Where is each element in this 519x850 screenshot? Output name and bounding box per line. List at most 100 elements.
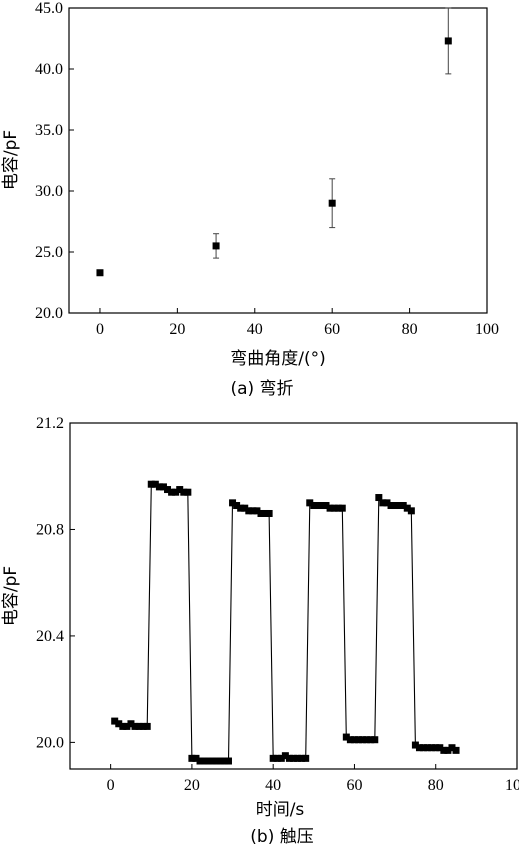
chart-b-marks — [111, 480, 460, 765]
y-tick-label: 40.0 — [35, 61, 63, 78]
data-point — [139, 722, 147, 730]
y-tick-label: 21.2 — [36, 415, 64, 432]
data-point — [420, 744, 428, 752]
data-point — [444, 746, 452, 754]
x-tick-label: 40 — [265, 777, 281, 794]
data-point — [383, 499, 391, 507]
chart-a-marks — [96, 7, 452, 277]
data-point — [371, 736, 379, 744]
data-point — [411, 741, 419, 749]
data-point — [164, 486, 172, 494]
chart-a: 0 20 40 60 80 100 20.0 25.0 30.0 35.0 40.0 45.0 弯曲角… — [1, 0, 499, 399]
y-tick-label: 20.0 — [35, 305, 63, 322]
data-point — [407, 507, 415, 515]
data-point — [281, 752, 289, 760]
data-point — [285, 754, 293, 762]
data-point — [294, 754, 302, 762]
data-point — [367, 736, 375, 744]
data-point — [302, 754, 310, 762]
data-point — [346, 736, 354, 744]
data-point — [229, 499, 237, 507]
data-point — [155, 483, 163, 491]
y-tick-label: 25.0 — [35, 244, 63, 261]
data-point — [310, 502, 318, 510]
data-point — [432, 744, 440, 752]
data-point — [403, 504, 411, 512]
data-point — [436, 744, 444, 752]
data-point — [123, 722, 131, 730]
data-point — [253, 507, 261, 515]
data-point — [151, 480, 159, 488]
x-tick-label: 20 — [169, 321, 185, 338]
data-point — [314, 502, 322, 510]
data-point — [115, 720, 123, 728]
data-point — [188, 754, 196, 762]
data-point — [212, 242, 220, 250]
data-point — [257, 509, 265, 517]
y-tick-label: 20.0 — [36, 734, 64, 751]
data-point — [119, 722, 127, 730]
x-tick-label: 40 — [247, 321, 263, 338]
x-tick-label: 0 — [96, 321, 104, 338]
data-point — [452, 746, 460, 754]
data-point — [440, 746, 448, 754]
x-tick-label: 60 — [324, 321, 340, 338]
x-tick-label: 100 — [475, 321, 499, 338]
data-point — [196, 757, 204, 765]
data-point — [184, 488, 192, 496]
data-point — [127, 720, 135, 728]
data-point — [338, 504, 346, 512]
data-point — [204, 757, 212, 765]
data-point — [359, 736, 367, 744]
data-point — [342, 733, 350, 741]
data-point — [428, 744, 436, 752]
data-point — [96, 269, 104, 277]
data-point — [212, 757, 220, 765]
data-point — [328, 199, 336, 207]
chart-a-caption: (a) 弯折 — [230, 379, 293, 399]
data-point — [330, 504, 338, 512]
data-point — [111, 717, 119, 725]
x-tick-label: 20 — [184, 777, 200, 794]
data-point — [277, 754, 285, 762]
y-tick-label: 20.4 — [36, 628, 64, 645]
data-point — [350, 736, 358, 744]
data-point — [249, 507, 257, 515]
data-point — [261, 509, 269, 517]
data-point — [172, 488, 180, 496]
data-point — [233, 502, 241, 510]
data-point — [399, 502, 407, 510]
data-point — [135, 722, 143, 730]
chart-b-plot-frame — [69, 422, 518, 770]
data-point — [334, 504, 342, 512]
y-tick-label: 45.0 — [35, 0, 63, 17]
chart-b-caption: (b) 触压 — [250, 827, 313, 847]
data-point — [387, 502, 395, 510]
y-tick-label: 30.0 — [35, 183, 63, 200]
data-point — [176, 486, 184, 494]
data-point — [143, 722, 151, 730]
data-point — [220, 757, 228, 765]
y-tick-label: 35.0 — [35, 122, 63, 139]
data-point — [237, 504, 245, 512]
data-point — [147, 480, 155, 488]
data-point — [298, 754, 306, 762]
data-point — [355, 736, 363, 744]
data-point — [208, 757, 216, 765]
data-point — [269, 754, 277, 762]
y-tick-label: 20.8 — [36, 521, 64, 538]
chart-a-axis-ticks: 0 20 40 60 80 100 20.0 25.0 30.0 35.0 40.0 45.0 — [35, 0, 499, 338]
data-point — [318, 502, 326, 510]
data-point — [245, 507, 253, 515]
data-point — [444, 37, 452, 45]
x-tick-label: 60 — [346, 777, 362, 794]
data-point — [168, 488, 176, 496]
data-point — [424, 744, 432, 752]
series-line — [114, 483, 457, 762]
data-point — [273, 754, 281, 762]
x-tick-label: 80 — [402, 321, 418, 338]
data-point — [241, 504, 249, 512]
chart-a-x-axis-label: 弯曲角度/(°) — [230, 349, 326, 369]
data-point — [290, 754, 297, 762]
